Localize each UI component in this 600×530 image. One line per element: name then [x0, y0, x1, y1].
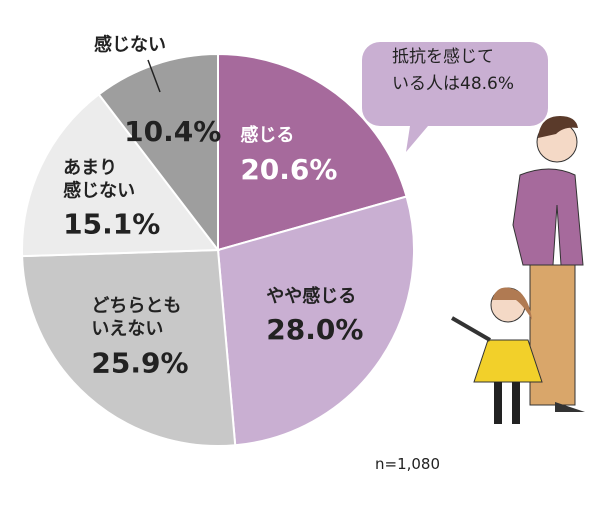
pie-slice: [97, 52, 219, 253]
speech-bubble: [362, 42, 548, 152]
pie-slice: [216, 195, 415, 447]
pie: [21, 52, 415, 447]
pie-slice: [21, 92, 220, 258]
callout: 抵抗を感じて いる人は48.6%: [392, 47, 515, 95]
category-label: やや感じる: [266, 285, 357, 307]
leader-line: [147, 59, 161, 93]
illustration: [450, 116, 585, 424]
value-label: 20.6%: [240, 152, 338, 186]
category-label: 感じる: [240, 125, 295, 147]
value-label: 25.9%: [91, 346, 189, 380]
category-label: 感じない: [94, 34, 166, 56]
category-label: どちらとも いえない: [91, 295, 182, 340]
slice-label: 感じる 20.6%: [240, 124, 337, 188]
value-label: 28.0%: [266, 313, 364, 347]
sample-size: n=1,080: [375, 455, 441, 473]
slice-label: 10.4%: [124, 110, 221, 150]
slice-label: あまり 感じない 15.1%: [63, 156, 160, 243]
pie-slice: [21, 248, 237, 447]
slice-label: やや感じる 28.0%: [266, 285, 363, 349]
pie-slice: [217, 52, 408, 252]
value-label: 15.1%: [63, 207, 161, 241]
value-label: 10.4%: [124, 115, 222, 149]
slice-label: どちらとも いえない 25.9%: [91, 294, 188, 381]
category-label: あまり 感じない: [63, 157, 136, 202]
